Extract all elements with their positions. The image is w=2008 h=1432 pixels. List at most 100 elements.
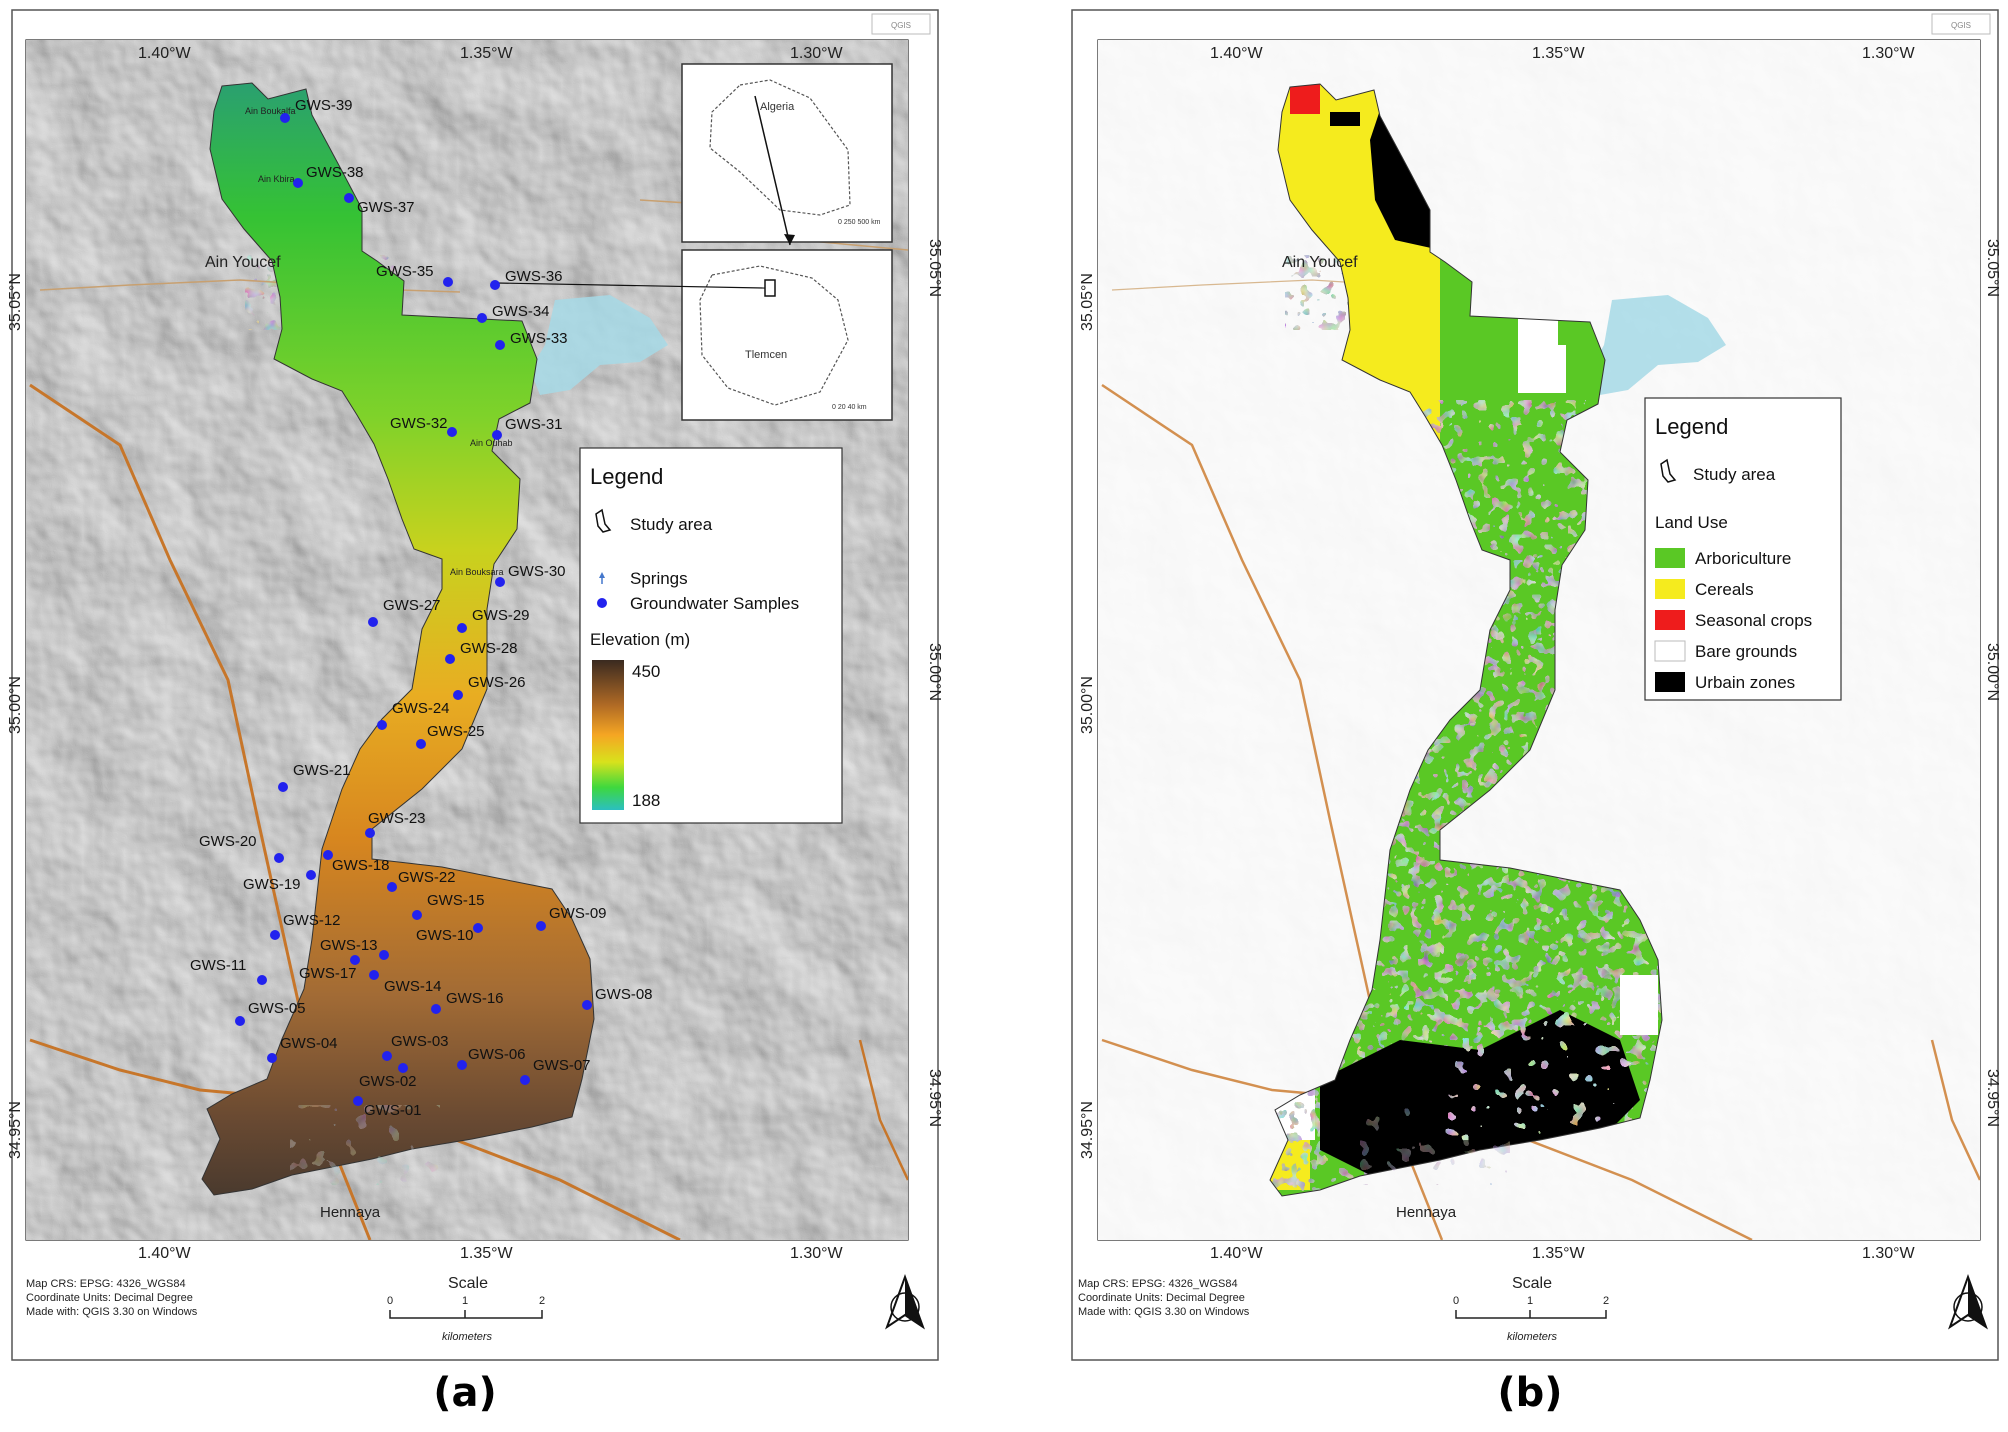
place-ain-youcef: Ain Youcef xyxy=(205,254,281,271)
north-arrow-icon xyxy=(1948,1274,1988,1330)
sample-label-gws-09: GWS-09 xyxy=(549,905,607,922)
legend-b-study-area: Study area xyxy=(1693,465,1776,484)
legend-a-elev-min: 188 xyxy=(632,791,660,810)
lon-label-bottom-2: 1.35°W xyxy=(1532,1245,1586,1262)
bare-ground-east xyxy=(1620,975,1658,1035)
sample-point-gws-06 xyxy=(457,1060,467,1070)
legend-a-elev-max: 450 xyxy=(632,662,660,681)
sample-point-gws-35 xyxy=(443,277,453,287)
footer-units: Coordinate Units: Decimal Degree xyxy=(26,1292,193,1304)
panel-b-map: Legend Study area Land Use Arboriculture… xyxy=(1098,40,1980,1240)
panel-a-map: Algeria 0 250 500 km Tlemcen 0 20 40 km … xyxy=(26,40,908,1240)
sample-label-gws-12: GWS-12 xyxy=(283,912,341,929)
qgis-logo xyxy=(1931,13,1991,35)
place-ain-youcef: Ain Youcef xyxy=(1282,254,1358,271)
reservoir xyxy=(1590,295,1726,395)
sample-point-gws-33 xyxy=(495,340,505,350)
sample-label-gws-24: GWS-24 xyxy=(392,700,450,717)
footer-made: Made with: QGIS 3.30 on Windows xyxy=(26,1306,198,1318)
groundwater-samples: GWS-39 GWS-38 GWS-37 GWS-35 GWS-36 GWS-34 GWS-… xyxy=(190,97,653,1119)
scale-line xyxy=(389,1310,543,1319)
sample-point-gws-04 xyxy=(267,1053,277,1063)
sample-label-gws-22: GWS-22 xyxy=(398,869,456,886)
highway-road-east xyxy=(1930,1039,1980,1181)
sample-point-gws-01 xyxy=(353,1096,363,1106)
legend-a-springs: Springs xyxy=(630,569,688,588)
sample-label-gws-25: GWS-25 xyxy=(427,723,485,740)
land-use-label-4: Urbain zones xyxy=(1695,673,1795,692)
place-ain-kbira: Ain Kbira xyxy=(258,174,295,184)
lat-label-right-2: 35.00°N xyxy=(926,643,943,701)
sample-label-gws-32: GWS-32 xyxy=(390,415,448,432)
lat-label-left-2: 35.00°N xyxy=(1079,676,1096,734)
sample-label-gws-29: GWS-29 xyxy=(472,607,530,624)
sample-label-gws-04: GWS-04 xyxy=(280,1035,338,1052)
land-use-swatch-1 xyxy=(1655,579,1685,599)
land-use-label-0: Arboriculture xyxy=(1695,549,1791,568)
lon-label-top-2: 1.35°W xyxy=(1532,45,1586,62)
place-ain-ouhab: Ain Ouhab xyxy=(470,438,513,448)
place-hennaya: Hennaya xyxy=(1396,1204,1457,1221)
study-area-legend-icon xyxy=(1660,458,1677,483)
lat-label-left-3: 34.95°N xyxy=(1079,1101,1096,1159)
scale-unit: kilometers xyxy=(442,1331,493,1343)
north-arrow-icon xyxy=(885,1274,925,1330)
scale-title: Scale xyxy=(448,1275,488,1292)
sample-label-gws-03: GWS-03 xyxy=(391,1033,449,1050)
urban-north xyxy=(1370,110,1440,250)
land-use-swatch-3 xyxy=(1654,640,1686,662)
inset-tlemcen-frame xyxy=(681,249,893,421)
inset-arrow-line xyxy=(754,95,791,246)
footer-crs: Map CRS: EPSG: 4326_WGS84 xyxy=(26,1278,186,1290)
sample-label-gws-37: GWS-37 xyxy=(357,199,415,216)
sample-label-gws-20: GWS-20 xyxy=(199,833,257,850)
legend-b-title: Legend xyxy=(1655,414,1728,439)
scale-tick-0: 0 xyxy=(1453,1295,1459,1307)
study-area-legend-icon xyxy=(595,508,612,533)
sample-point-gws-17 xyxy=(350,955,360,965)
inset-study-marker xyxy=(764,279,776,297)
sample-point-gws-24 xyxy=(377,720,387,730)
scale-bar-b: Scale 0 1 2 kilometers xyxy=(1453,1275,1609,1343)
place-hennaya: Hennaya xyxy=(320,1204,381,1221)
lon-label-top-1: 1.40°W xyxy=(1210,45,1264,62)
sample-point-gws-22 xyxy=(387,882,397,892)
sample-label-gws-34: GWS-34 xyxy=(492,303,550,320)
lon-label-top-3: 1.30°W xyxy=(790,45,844,62)
panel-a-label: (a) xyxy=(433,1370,497,1416)
sample-label-gws-38: GWS-38 xyxy=(306,164,364,181)
sample-label-gws-07: GWS-07 xyxy=(533,1057,591,1074)
lon-label-bottom-3: 1.30°W xyxy=(790,1245,844,1262)
sample-label-gws-26: GWS-26 xyxy=(468,674,526,691)
sample-point-gws-18 xyxy=(323,850,333,860)
sample-label-gws-36: GWS-36 xyxy=(505,268,563,285)
sample-label-gws-02: GWS-02 xyxy=(359,1073,417,1090)
sample-point-gws-03 xyxy=(382,1051,392,1061)
lat-label-right-3: 34.95°N xyxy=(1984,1069,2001,1127)
sample-label-gws-30: GWS-30 xyxy=(508,563,566,580)
panel-b: Legend Study area Land Use Arboriculture… xyxy=(1071,9,2001,1361)
sample-label-gws-33: GWS-33 xyxy=(510,330,568,347)
sample-point-gws-31 xyxy=(492,430,502,440)
inset-algeria-frame xyxy=(681,63,893,243)
sample-point-gws-21 xyxy=(278,782,288,792)
lat-label-right-1: 35.05°N xyxy=(1984,239,2001,297)
legend-b: Legend Study area Land Use Arboriculture… xyxy=(1644,397,1842,701)
lat-label-left-3: 34.95°N xyxy=(7,1101,24,1159)
place-ain-bouksara: Ain Bouksara xyxy=(450,567,504,577)
lon-label-top-3: 1.30°W xyxy=(1862,45,1916,62)
scale-tick-2: 2 xyxy=(539,1295,545,1307)
lat-label-left-1: 35.05°N xyxy=(1079,273,1096,331)
sample-point-gws-14 xyxy=(369,970,379,980)
sample-point-gws-10 xyxy=(473,923,483,933)
legend-a-elevation-title: Elevation (m) xyxy=(590,630,690,649)
sample-point-gws-07 xyxy=(520,1075,530,1085)
legend-a-samples: Groundwater Samples xyxy=(630,594,799,613)
sample-point-gws-23 xyxy=(365,828,375,838)
land-use-label-2: Seasonal crops xyxy=(1695,611,1812,630)
sample-label-gws-14: GWS-14 xyxy=(384,978,442,995)
sample-point-gws-12 xyxy=(270,930,280,940)
sample-label-gws-15: GWS-15 xyxy=(427,892,485,909)
scale-tick-0: 0 xyxy=(387,1295,393,1307)
seasonal-crops-north xyxy=(1290,84,1320,114)
